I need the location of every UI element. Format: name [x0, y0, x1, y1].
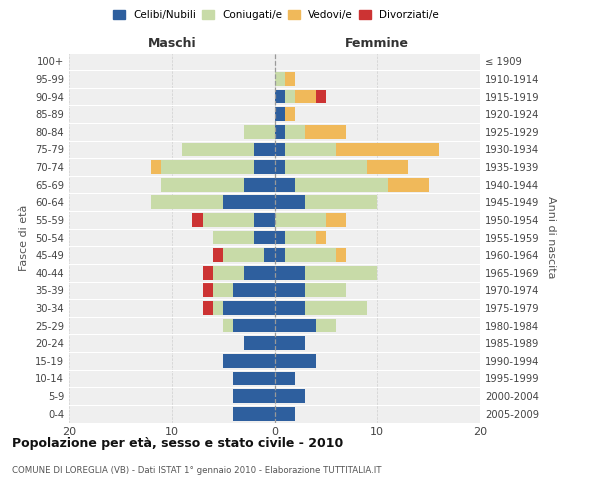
Bar: [275, 318, 316, 332]
Bar: [285, 72, 295, 86]
Bar: [336, 248, 346, 262]
Bar: [264, 248, 275, 262]
Text: Maschi: Maschi: [148, 37, 196, 50]
Bar: [285, 90, 295, 104]
Bar: [223, 318, 233, 332]
Bar: [213, 284, 233, 297]
Bar: [223, 354, 275, 368]
Bar: [305, 125, 346, 138]
Bar: [254, 142, 275, 156]
Bar: [275, 125, 285, 138]
Bar: [203, 266, 213, 280]
Bar: [213, 301, 223, 315]
Bar: [388, 178, 428, 192]
Bar: [316, 90, 326, 104]
Bar: [203, 213, 254, 227]
Bar: [233, 407, 275, 420]
Bar: [275, 301, 305, 315]
Bar: [275, 266, 305, 280]
Bar: [161, 178, 244, 192]
Bar: [367, 160, 408, 174]
Bar: [203, 284, 213, 297]
Bar: [316, 318, 336, 332]
Bar: [275, 196, 305, 209]
Bar: [285, 248, 336, 262]
Text: Femmine: Femmine: [345, 37, 409, 50]
Bar: [326, 213, 346, 227]
Bar: [275, 72, 285, 86]
Bar: [151, 160, 161, 174]
Bar: [275, 213, 326, 227]
Y-axis label: Anni di nascita: Anni di nascita: [546, 196, 556, 279]
Bar: [295, 178, 388, 192]
Bar: [275, 389, 305, 403]
Text: Popolazione per età, sesso e stato civile - 2010: Popolazione per età, sesso e stato civil…: [12, 438, 343, 450]
Bar: [233, 372, 275, 386]
Text: COMUNE DI LOREGLIA (VB) - Dati ISTAT 1° gennaio 2010 - Elaborazione TUTTITALIA.I: COMUNE DI LOREGLIA (VB) - Dati ISTAT 1° …: [12, 466, 382, 475]
Bar: [275, 142, 285, 156]
Bar: [233, 318, 275, 332]
Bar: [223, 301, 275, 315]
Bar: [305, 266, 377, 280]
Bar: [244, 266, 275, 280]
Bar: [254, 160, 275, 174]
Bar: [275, 354, 316, 368]
Bar: [275, 407, 295, 420]
Legend: Celibi/Nubili, Coniugati/e, Vedovi/e, Divorziati/e: Celibi/Nubili, Coniugati/e, Vedovi/e, Di…: [111, 8, 441, 22]
Bar: [336, 142, 439, 156]
Bar: [285, 142, 336, 156]
Bar: [275, 248, 285, 262]
Bar: [275, 108, 285, 121]
Bar: [192, 213, 203, 227]
Bar: [285, 230, 316, 244]
Bar: [275, 284, 305, 297]
Bar: [151, 196, 223, 209]
Bar: [161, 160, 254, 174]
Bar: [244, 125, 275, 138]
Bar: [275, 178, 295, 192]
Bar: [275, 336, 305, 350]
Bar: [213, 266, 244, 280]
Bar: [305, 284, 346, 297]
Bar: [285, 160, 367, 174]
Bar: [305, 196, 377, 209]
Y-axis label: Fasce di età: Fasce di età: [19, 204, 29, 270]
Bar: [275, 372, 295, 386]
Bar: [203, 301, 213, 315]
Bar: [275, 90, 285, 104]
Bar: [213, 248, 223, 262]
Bar: [254, 230, 275, 244]
Bar: [275, 160, 285, 174]
Bar: [275, 230, 285, 244]
Bar: [305, 301, 367, 315]
Bar: [233, 284, 275, 297]
Bar: [233, 389, 275, 403]
Bar: [254, 213, 275, 227]
Bar: [285, 108, 295, 121]
Bar: [244, 178, 275, 192]
Bar: [182, 142, 254, 156]
Bar: [316, 230, 326, 244]
Bar: [244, 336, 275, 350]
Bar: [213, 230, 254, 244]
Bar: [285, 125, 305, 138]
Bar: [295, 90, 316, 104]
Bar: [223, 248, 264, 262]
Bar: [223, 196, 275, 209]
